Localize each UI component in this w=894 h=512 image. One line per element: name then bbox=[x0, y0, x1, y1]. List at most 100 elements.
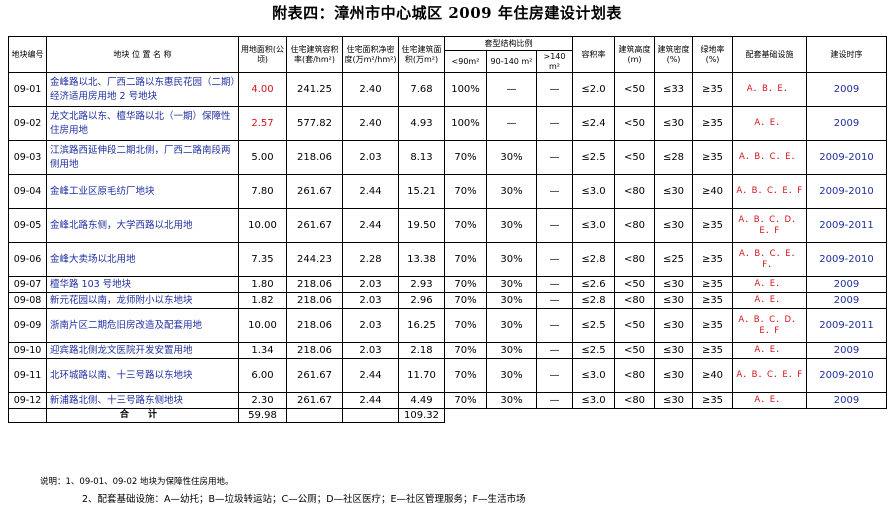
header-far: 容积率 bbox=[572, 36, 615, 73]
cell-far: ≤3.0 bbox=[572, 174, 615, 209]
header-land-area: 用地面积(公顷) bbox=[238, 36, 287, 73]
cell-facilities: A．B．E． bbox=[732, 72, 807, 107]
table-row: 09-09 浙南片区二期危旧房改造及配套用地 10.00 218.06 2.03 16.2… bbox=[8, 308, 887, 343]
cell-housing-area: 4.49 bbox=[398, 392, 445, 409]
note-1: 说明：1、09-01、09-02 地块为保障性住房用地。 bbox=[40, 477, 234, 487]
cell-year: 2009-2011 bbox=[806, 208, 887, 243]
cell-facilities: A．E． bbox=[732, 292, 807, 309]
total-housing-area: 109.32 bbox=[398, 408, 445, 423]
cell-name: 金峰工业区原毛纺厂地块 bbox=[46, 174, 239, 209]
cell-mix-90-140: 30% bbox=[486, 276, 537, 293]
cell-height: <80 bbox=[614, 392, 655, 409]
cell-id: 09-07 bbox=[8, 276, 47, 293]
cell-far: ≤2.0 bbox=[572, 72, 615, 107]
cell-mix-gt140: — bbox=[536, 208, 573, 243]
cell-far: ≤2.5 bbox=[572, 308, 615, 343]
header-unit-mix: 套型结构比例 bbox=[444, 36, 573, 51]
cell-mix-gt140: — bbox=[536, 242, 573, 277]
cell-rate: 2.03 bbox=[342, 276, 399, 293]
cell-density: ≤33 bbox=[654, 72, 693, 107]
cell-mix-lt90: 70% bbox=[444, 292, 487, 309]
cell-land-area: 2.30 bbox=[238, 392, 287, 409]
cell-mix-lt90: 100% bbox=[444, 72, 487, 107]
cell-height: <80 bbox=[614, 358, 655, 393]
cell-mix-gt140: — bbox=[536, 392, 573, 409]
cell-rate: 2.03 bbox=[342, 342, 399, 359]
cell-mix-lt90: 70% bbox=[444, 342, 487, 359]
table-row: 09-02 龙文北路以东、檀华路以北（一期）保障性住房用地 2.57 577.82 2.… bbox=[8, 106, 887, 141]
cell-mix-90-140: 30% bbox=[486, 292, 537, 309]
header-density: 建筑密度(%) bbox=[654, 36, 693, 73]
cell-rate: 2.44 bbox=[342, 392, 399, 409]
cell-mix-90-140: 30% bbox=[486, 242, 537, 277]
cell-name: 金峰大卖场以北用地 bbox=[46, 242, 239, 277]
cell-housing-area: 19.50 bbox=[398, 208, 445, 243]
cell-land-area: 10.00 bbox=[238, 208, 287, 243]
cell-land-area: 1.82 bbox=[238, 292, 287, 309]
cell-mix-lt90: 70% bbox=[444, 358, 487, 393]
cell-facilities: A．E． bbox=[732, 342, 807, 359]
cell-id: 09-06 bbox=[8, 242, 47, 277]
cell-units: 261.67 bbox=[286, 208, 343, 243]
cell-density: ≤30 bbox=[654, 106, 693, 141]
cell-year: 2009 bbox=[806, 276, 887, 293]
cell-green: ≥35 bbox=[692, 72, 733, 107]
table-row: 09-07 檀华路 103 号地块 1.80 218.06 2.03 2.93 70% 30%… bbox=[8, 276, 887, 293]
cell-mix-gt140: — bbox=[536, 292, 573, 309]
cell-id: 09-05 bbox=[8, 208, 47, 243]
cell-density: ≤25 bbox=[654, 242, 693, 277]
cell-height: <80 bbox=[614, 208, 655, 243]
housing-plan-table: 地块编号 地块 位 置 名 称 用地面积(公顷) 住宅建筑容积率(套/hm²) … bbox=[8, 36, 887, 423]
cell-density: ≤30 bbox=[654, 392, 693, 409]
cell-year: 2009 bbox=[806, 72, 887, 107]
cell-housing-area: 8.13 bbox=[398, 140, 445, 175]
cell-facilities: A．B．C．E． bbox=[732, 140, 807, 175]
cell-mix-lt90: 70% bbox=[444, 208, 487, 243]
cell-mix-90-140: 30% bbox=[486, 308, 537, 343]
cell-mix-90-140: 30% bbox=[486, 342, 537, 359]
cell-units: 577.82 bbox=[286, 106, 343, 141]
total-empty bbox=[342, 408, 399, 423]
cell-density: ≤30 bbox=[654, 358, 693, 393]
cell-rate: 2.03 bbox=[342, 308, 399, 343]
cell-housing-area: 11.70 bbox=[398, 358, 445, 393]
cell-mix-gt140: — bbox=[536, 174, 573, 209]
cell-name: 新元花园以南，龙师附小以东地块 bbox=[46, 292, 239, 309]
cell-height: <80 bbox=[614, 174, 655, 209]
cell-mix-gt140: — bbox=[536, 308, 573, 343]
cell-units: 241.25 bbox=[286, 72, 343, 107]
total-label: 合 计 bbox=[46, 408, 239, 423]
cell-green: ≥35 bbox=[692, 208, 733, 243]
cell-year: 2009-2010 bbox=[806, 242, 887, 277]
cell-name: 北环城路以南、十三号路以东地块 bbox=[46, 358, 239, 393]
cell-height: <80 bbox=[614, 292, 655, 309]
cell-green: ≥35 bbox=[692, 292, 733, 309]
cell-name: 金峰路以北、厂西二路以东惠民花园（二期）经济适用房用地 2 号地块 bbox=[46, 72, 239, 107]
cell-mix-gt140: — bbox=[536, 106, 573, 141]
cell-far: ≤3.0 bbox=[572, 392, 615, 409]
cell-rate: 2.44 bbox=[342, 208, 399, 243]
cell-green: ≥35 bbox=[692, 342, 733, 359]
cell-units: 261.67 bbox=[286, 174, 343, 209]
cell-name: 浙南片区二期危旧房改造及配套用地 bbox=[46, 308, 239, 343]
cell-green: ≥35 bbox=[692, 140, 733, 175]
cell-housing-area: 2.93 bbox=[398, 276, 445, 293]
cell-green: ≥35 bbox=[692, 242, 733, 277]
cell-year: 2009 bbox=[806, 392, 887, 409]
cell-land-area: 7.80 bbox=[238, 174, 287, 209]
cell-rate: 2.40 bbox=[342, 72, 399, 107]
cell-land-area: 1.34 bbox=[238, 342, 287, 359]
cell-far: ≤2.6 bbox=[572, 276, 615, 293]
cell-mix-gt140: — bbox=[536, 72, 573, 107]
cell-green: ≥40 bbox=[692, 358, 733, 393]
notes: 说明：1、09-01、09-02 地块为保障性住房用地。 2、配套基础设施：A—… bbox=[40, 474, 525, 508]
cell-id: 09-11 bbox=[8, 358, 47, 393]
cell-name: 江滨路西延伸段二期北侧，厂西二路南段两侧用地 bbox=[46, 140, 239, 175]
header-green: 绿地率(%) bbox=[692, 36, 733, 73]
cell-green: ≥35 bbox=[692, 392, 733, 409]
cell-mix-90-140: — bbox=[486, 72, 537, 107]
table-row: 09-08 新元花园以南，龙师附小以东地块 1.82 218.06 2.03 2.96 70… bbox=[8, 292, 887, 309]
total-row: 合 计 59.98 109.32 bbox=[8, 408, 887, 423]
cell-far: ≤2.8 bbox=[572, 292, 615, 309]
cell-name: 檀华路 103 号地块 bbox=[46, 276, 239, 293]
